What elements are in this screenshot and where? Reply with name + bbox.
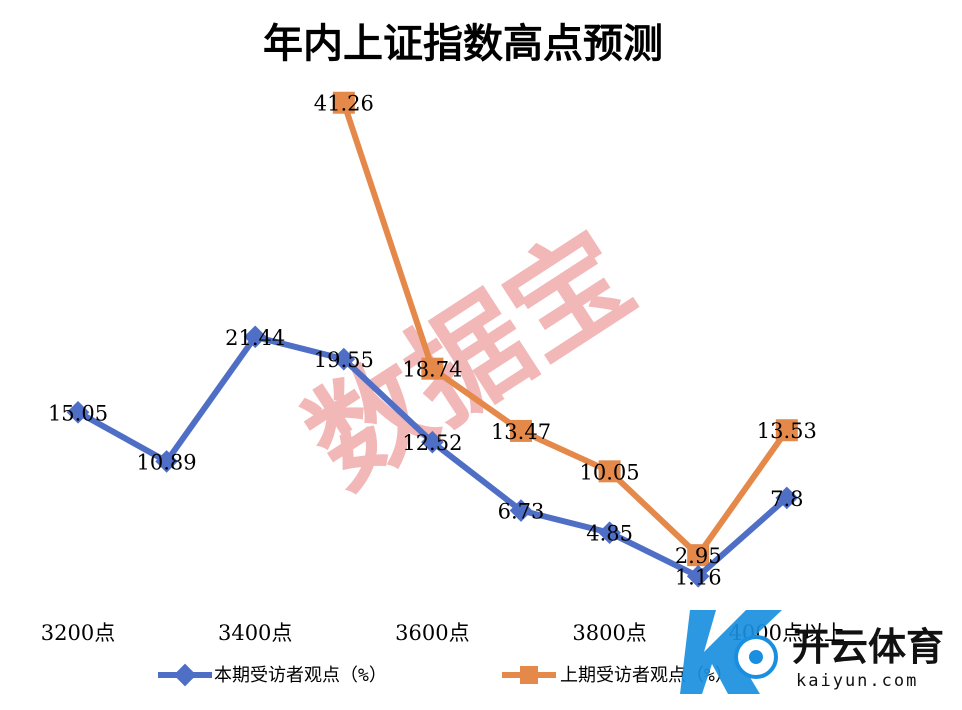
data-point-previous-5 (510, 419, 532, 442)
data-label-previous-4: 18.74 (402, 358, 462, 382)
logo-url: kaiyun.com (796, 671, 918, 691)
data-point-current-5 (509, 499, 533, 522)
data-label-previous-3: 41.26 (314, 92, 374, 116)
legend-marker-previous (520, 666, 538, 684)
data-point-previous-4 (421, 357, 444, 380)
legend-marker-current (173, 663, 197, 687)
x-tick-label-0: 3200点 (41, 621, 115, 645)
logo-name: 开云体育 (792, 625, 944, 669)
data-point-previous-7 (687, 544, 710, 567)
data-label-current-4: 12.52 (402, 431, 462, 455)
data-label-current-0: 15.05 (48, 401, 108, 425)
legend-label-current: 本期受访者观点（%） (214, 665, 387, 686)
x-tick-label-1: 3400点 (218, 621, 292, 645)
data-label-current-7: 1.16 (675, 565, 722, 589)
data-label-layer: 15.05 10.89 21.44 19.55 12.52 6.73 4.85 1.16 7.8… (48, 92, 817, 590)
data-point-previous-6 (598, 460, 621, 483)
logo-k-shape (680, 610, 782, 694)
data-label-current-1: 10.89 (137, 450, 197, 474)
data-label-previous-6: 10.05 (580, 460, 640, 484)
chart-title: 年内上证指数高点预测 (263, 21, 663, 67)
data-point-current-3 (332, 347, 356, 371)
data-point-current-8 (775, 486, 799, 510)
series-layer (66, 91, 799, 588)
data-label-previous-5: 13.47 (491, 420, 551, 444)
data-label-current-3: 19.55 (314, 348, 374, 372)
data-point-current-7 (686, 564, 710, 588)
x-tick-label-3: 3800点 (572, 621, 646, 645)
data-label-previous-8: 13.53 (757, 419, 817, 443)
data-label-current-5: 6.73 (498, 500, 545, 524)
data-label-current-8: 7.8 (770, 487, 803, 511)
data-point-current-4 (421, 430, 444, 454)
data-label-previous-7: 2.95 (675, 544, 722, 568)
legend-item-current: 本期受访者观点（%） (158, 663, 387, 687)
logo-ball-center (749, 650, 763, 664)
data-point-previous-8 (775, 419, 798, 442)
kaiyun-logo: 开云体育 kaiyun.com (680, 610, 944, 694)
data-label-current-2: 21.44 (225, 326, 285, 350)
data-point-current-6 (598, 521, 621, 545)
data-point-current-0 (66, 400, 90, 424)
data-label-current-6: 4.85 (586, 522, 633, 546)
series-line-previous (340, 101, 790, 559)
data-point-previous-3 (332, 91, 355, 114)
x-tick-label-2: 3600点 (395, 621, 469, 645)
legend: 本期受访者观点（%） 上期受访者观点（%） (158, 663, 733, 687)
